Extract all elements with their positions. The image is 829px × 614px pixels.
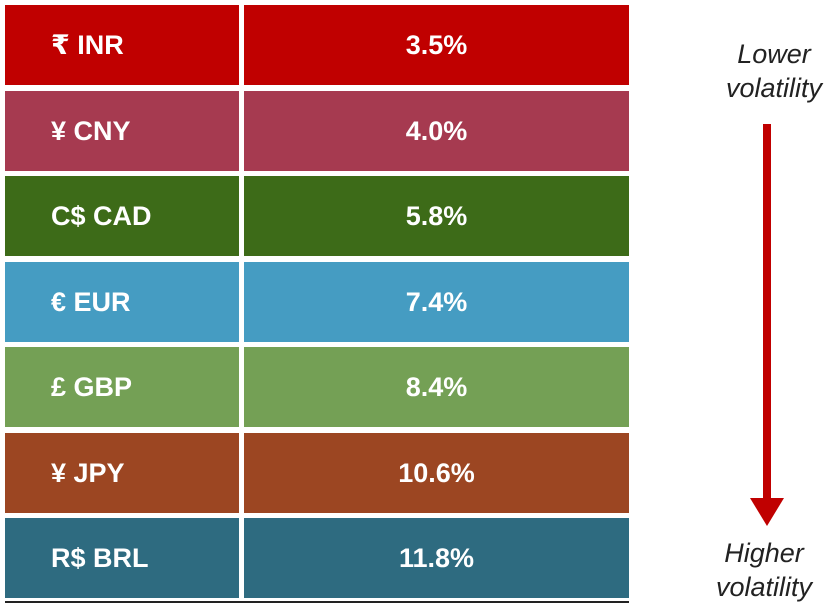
down-arrow-icon <box>750 124 784 526</box>
currency-cell: € EUR <box>5 262 239 342</box>
table-row: £ GBP 8.4% <box>5 347 629 427</box>
volatility-value-cell: 3.5% <box>244 5 629 85</box>
arrow-head <box>750 498 784 526</box>
higher-volatility-label: Higher volatility <box>684 536 829 604</box>
volatility-value-cell: 4.0% <box>244 91 629 171</box>
currency-cell: R$ BRL <box>5 518 239 598</box>
table-row: ¥ CNY 4.0% <box>5 91 629 171</box>
volatility-value-cell: 7.4% <box>244 262 629 342</box>
currency-cell: ¥ JPY <box>5 433 239 513</box>
table-baseline <box>5 601 629 603</box>
table-row: C$ CAD 5.8% <box>5 176 629 256</box>
volatility-value-cell: 8.4% <box>244 347 629 427</box>
table-row: € EUR 7.4% <box>5 262 629 342</box>
table-row: ₹ INR 3.5% <box>5 5 629 85</box>
arrow-shaft <box>763 124 771 500</box>
lower-volatility-line2: volatility <box>725 73 823 103</box>
volatility-value-cell: 11.8% <box>244 518 629 598</box>
volatility-value-cell: 5.8% <box>244 176 629 256</box>
currency-cell: ¥ CNY <box>5 91 239 171</box>
table-row: R$ BRL 11.8% <box>5 518 629 598</box>
table-row: ¥ JPY 10.6% <box>5 433 629 513</box>
currency-cell: ₹ INR <box>5 5 239 85</box>
higher-volatility-line1: Higher <box>724 538 804 568</box>
lower-volatility-label: Lower volatility <box>694 37 829 105</box>
higher-volatility-line2: volatility <box>715 572 813 602</box>
currency-cell: £ GBP <box>5 347 239 427</box>
volatility-value-cell: 10.6% <box>244 433 629 513</box>
lower-volatility-line1: Lower <box>737 39 811 69</box>
currency-cell: C$ CAD <box>5 176 239 256</box>
